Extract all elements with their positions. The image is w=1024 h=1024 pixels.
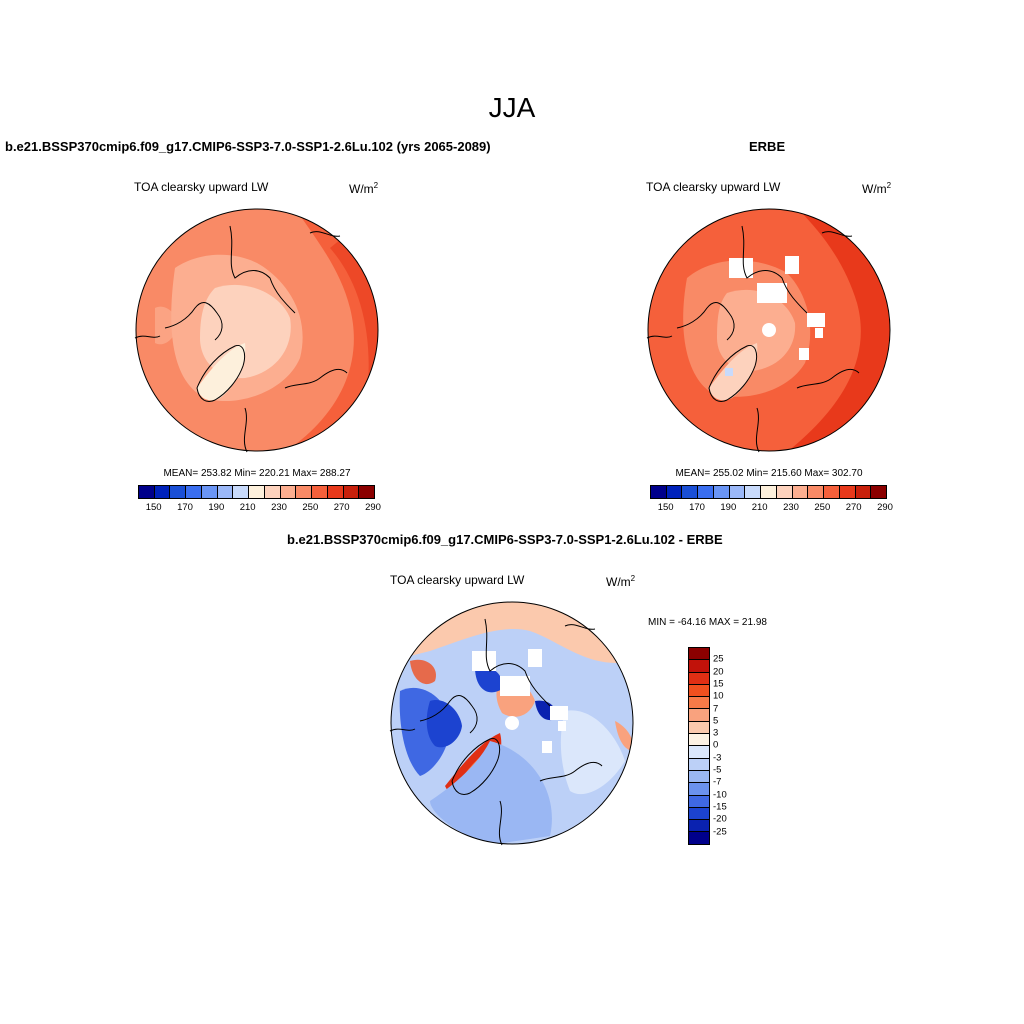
model-stats: MEAN= 253.82 Min= 220.21 Max= 288.27	[163, 468, 351, 479]
colorbar-swatch	[296, 486, 313, 498]
obs-polar-map	[646, 208, 891, 453]
colorbar-swatch	[139, 486, 155, 498]
colorbar-swatch	[689, 672, 709, 685]
colorbar-tick-label: -15	[713, 801, 727, 813]
colorbar-tick-label: 250	[302, 502, 319, 513]
colorbar-tick-label: 170	[689, 502, 705, 513]
colorbar-tick-label: 7	[713, 703, 719, 714]
colorbar-tick-label: 150	[145, 502, 162, 513]
colorbar-swatch	[729, 486, 746, 498]
colorbar-swatch	[280, 486, 297, 498]
colorbar-swatch	[154, 486, 171, 498]
colorbar-swatch	[343, 486, 360, 498]
season-title: JJA	[488, 92, 536, 123]
colorbar-swatch	[312, 486, 328, 498]
colorbar-swatch	[689, 746, 709, 759]
colorbar-tick-label: -7	[713, 776, 722, 788]
colorbar-tick-label: 0	[713, 739, 719, 751]
colorbar-swatch	[201, 486, 218, 498]
obs-unit-label: W/m2	[862, 181, 892, 197]
colorbar-tick-label: 10	[713, 690, 724, 702]
model-variable-label: TOA clearsky upward LW	[134, 180, 269, 194]
obs-colorbar-ticks: 150 170 190 210 230 250 270 290	[650, 502, 893, 514]
colorbar-swatch	[855, 486, 872, 498]
colorbar-tick-label: 3	[713, 727, 719, 739]
colorbar-swatch	[689, 660, 709, 673]
diff-panel-title: b.e21.BSSP370cmip6.f09_g17.CMIP6-SSP3-7.…	[287, 532, 723, 547]
model-colorbar-ticks: 150 170 190 210 230 250 270 290	[138, 502, 381, 514]
colorbar-swatch	[217, 486, 234, 498]
colorbar-swatch	[186, 486, 202, 498]
colorbar-swatch	[776, 486, 793, 498]
diff-colorbar-ticks: 25 20 15 10 7 5 3 0 -3 -5 -7 -10 -15 -20 -25	[713, 647, 743, 843]
colorbar-swatch	[689, 795, 709, 808]
colorbar-swatch	[264, 486, 281, 498]
colorbar-swatch	[713, 486, 730, 498]
colorbar-tick-label: 190	[208, 502, 225, 513]
colorbar-swatch	[689, 770, 709, 784]
colorbar-tick-label: 20	[713, 666, 724, 678]
colorbar-tick-label: -3	[713, 752, 722, 764]
diff-min-max: MIN = -64.16 MAX = 21.98	[648, 617, 767, 628]
colorbar-tick-label: -5	[713, 764, 722, 776]
colorbar-tick-label: 150	[657, 502, 674, 513]
colorbar-swatch	[808, 486, 825, 498]
obs-colorbar	[650, 485, 887, 499]
colorbar-swatch	[689, 832, 709, 844]
colorbar-swatch	[170, 486, 187, 498]
colorbar-swatch	[327, 486, 344, 498]
colorbar-swatch	[689, 709, 709, 722]
colorbar-tick-label: 250	[814, 502, 831, 513]
colorbar-swatch	[249, 486, 265, 498]
colorbar-swatch	[698, 486, 714, 498]
colorbar-tick-label: 210	[239, 502, 256, 513]
model-colorbar	[138, 485, 375, 499]
colorbar-tick-label: -25	[713, 826, 727, 837]
model-polar-map	[134, 208, 379, 453]
colorbar-swatch	[871, 486, 887, 498]
colorbar-swatch	[745, 486, 762, 498]
colorbar-swatch	[651, 486, 667, 498]
colorbar-swatch	[689, 758, 709, 771]
colorbar-swatch	[839, 486, 856, 498]
colorbar-tick-label: 290	[365, 502, 381, 513]
colorbar-tick-label: 270	[845, 502, 862, 513]
colorbar-swatch	[689, 807, 709, 821]
colorbar-tick-label: 230	[271, 502, 287, 513]
colorbar-swatch	[689, 684, 709, 698]
colorbar-swatch	[689, 820, 709, 833]
obs-variable-label: TOA clearsky upward LW	[646, 180, 781, 194]
colorbar-swatch	[233, 486, 250, 498]
colorbar-tick-label: 5	[713, 715, 719, 727]
colorbar-swatch	[689, 648, 709, 661]
diff-variable-label: TOA clearsky upward LW	[390, 573, 525, 587]
colorbar-tick-label: 290	[877, 502, 893, 513]
colorbar-swatch	[761, 486, 777, 498]
colorbar-tick-label: 15	[713, 678, 724, 690]
colorbar-swatch	[689, 734, 709, 747]
colorbar-swatch	[682, 486, 699, 498]
colorbar-tick-label: 230	[783, 502, 799, 513]
colorbar-swatch	[359, 486, 375, 498]
diff-unit-label: W/m2	[606, 574, 636, 590]
colorbar-swatch	[689, 783, 709, 796]
model-panel-title: b.e21.BSSP370cmip6.f09_g17.CMIP6-SSP3-7.…	[5, 139, 491, 154]
colorbar-tick-label: 210	[751, 502, 768, 513]
colorbar-swatch	[666, 486, 683, 498]
colorbar-swatch	[824, 486, 840, 498]
colorbar-tick-label: 270	[333, 502, 350, 513]
colorbar-tick-label: 170	[177, 502, 193, 513]
colorbar-swatch	[689, 721, 709, 735]
obs-stats: MEAN= 255.02 Min= 215.60 Max= 302.70	[675, 468, 863, 479]
colorbar-swatch	[689, 697, 709, 710]
colorbar-swatch	[792, 486, 809, 498]
diff-polar-map	[389, 601, 634, 846]
model-unit-label: W/m2	[349, 181, 379, 197]
colorbar-tick-label: -10	[713, 789, 727, 801]
colorbar-tick-label: 190	[720, 502, 737, 513]
diff-colorbar	[688, 647, 710, 845]
obs-panel-title: ERBE	[749, 139, 786, 154]
colorbar-tick-label: 25	[713, 653, 724, 665]
colorbar-tick-label: -20	[713, 813, 727, 825]
